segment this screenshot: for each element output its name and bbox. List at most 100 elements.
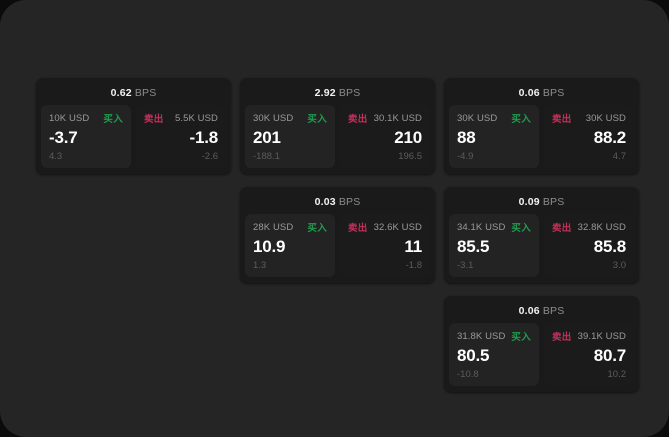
quote-column-3: 0.06 BPS 30K USD 买入 88 -4.9 卖出 30K USD 88.2 4.7 0.…	[444, 78, 639, 392]
buy-footer-value: 4.3	[49, 151, 63, 162]
sell-panel[interactable]: 卖出 30.1K USD 210 196.5	[340, 105, 430, 168]
buy-action-tag[interactable]: 买入	[307, 114, 327, 125]
quote-sides: 30K USD 买入 201 -188.1 卖出 30.1K USD 210 196.5	[245, 105, 430, 168]
bps-unit-label: BPS	[542, 196, 565, 208]
bps-unit-label: BPS	[134, 87, 157, 99]
buy-size-label: 28K USD	[253, 221, 294, 233]
quote-card[interactable]: 2.92 BPS 30K USD 买入 201 -188.1 卖出 30.1K USD 210 1…	[240, 78, 435, 174]
sell-panel-header: 卖出 39.1K USD	[552, 330, 626, 344]
buy-panel[interactable]: 34.1K USD 买入 85.5 -3.1	[449, 214, 539, 277]
sell-size-label: 32.8K USD	[577, 221, 626, 233]
sell-panel-header: 卖出 32.8K USD	[552, 221, 626, 235]
sell-action-tag[interactable]: 卖出	[348, 223, 368, 234]
sell-main-value: 85.8	[593, 236, 626, 256]
quote-card[interactable]: 0.06 BPS 31.8K USD 买入 80.5 -10.8 卖出 39.1K USD 80…	[444, 296, 639, 392]
buy-panel-header: 28K USD 买入	[253, 221, 327, 235]
sell-action-tag[interactable]: 卖出	[348, 114, 368, 125]
buy-panel-header: 31.8K USD 买入	[457, 330, 531, 344]
quote-sides: 34.1K USD 买入 85.5 -3.1 卖出 32.8K USD 85.8 3.0	[449, 214, 634, 277]
sell-main-value: -1.8	[189, 127, 219, 147]
buy-main-value: 85.5	[457, 236, 490, 256]
sell-panel[interactable]: 卖出 5.5K USD -1.8 -2.6	[136, 105, 226, 168]
quote-column-1: 0.62 BPS 10K USD 买入 -3.7 4.3 卖出 5.5K USD -1.8 -2.…	[36, 78, 231, 174]
sell-panel[interactable]: 卖出 39.1K USD 80.7 10.2	[544, 323, 634, 386]
buy-main-value: 80.5	[457, 345, 490, 365]
sell-size-label: 5.5K USD	[174, 112, 218, 124]
bps-header: 0.03 BPS	[245, 193, 430, 211]
bps-header: 0.06 BPS	[449, 302, 634, 320]
sell-panel[interactable]: 卖出 30K USD 88.2 4.7	[544, 105, 634, 168]
quote-sides: 28K USD 买入 10.9 1.3 卖出 32.6K USD 11 -1.8	[245, 214, 430, 277]
sell-panel[interactable]: 卖出 32.8K USD 85.8 3.0	[544, 214, 634, 277]
bps-unit-label: BPS	[338, 87, 361, 99]
sell-panel-header: 卖出 32.6K USD	[348, 221, 422, 235]
buy-size-label: 10K USD	[49, 112, 90, 124]
bps-header: 2.92 BPS	[245, 84, 430, 102]
bps-header: 0.06 BPS	[449, 84, 634, 102]
buy-footer-value: 1.3	[253, 260, 267, 271]
buy-panel-header: 30K USD 买入	[457, 112, 531, 126]
bps-header: 0.09 BPS	[449, 193, 634, 211]
sell-action-tag[interactable]: 卖出	[552, 114, 572, 125]
buy-panel[interactable]: 30K USD 买入 201 -188.1	[245, 105, 335, 168]
quote-card[interactable]: 0.09 BPS 34.1K USD 买入 85.5 -3.1 卖出 32.8K USD 85.…	[444, 187, 639, 283]
buy-main-value: 10.9	[253, 236, 286, 256]
quote-card[interactable]: 0.03 BPS 28K USD 买入 10.9 1.3 卖出 32.6K USD 11 -1.8	[240, 187, 435, 283]
buy-action-tag[interactable]: 买入	[307, 223, 327, 234]
buy-size-label: 30K USD	[457, 112, 498, 124]
sell-action-tag[interactable]: 卖出	[552, 223, 572, 234]
sell-size-label: 30K USD	[585, 112, 626, 124]
buy-action-tag[interactable]: 买入	[511, 114, 531, 125]
bps-value: 0.06	[518, 87, 540, 99]
buy-size-label: 31.8K USD	[457, 330, 506, 342]
sell-size-label: 32.6K USD	[373, 221, 422, 233]
sell-panel-header: 卖出 30.1K USD	[348, 112, 422, 126]
buy-panel-header: 30K USD 买入	[253, 112, 327, 126]
buy-action-tag[interactable]: 买入	[511, 332, 531, 343]
buy-main-value: -3.7	[49, 127, 78, 147]
sell-main-value: 210	[394, 127, 422, 147]
sell-footer-value: -1.8	[405, 260, 422, 271]
bps-value: 0.03	[314, 196, 336, 208]
buy-footer-value: -10.8	[457, 369, 479, 380]
sell-action-tag[interactable]: 卖出	[144, 114, 164, 125]
bps-unit-label: BPS	[542, 305, 565, 317]
bps-unit-label: BPS	[542, 87, 565, 99]
bps-value: 0.09	[518, 196, 540, 208]
quote-card[interactable]: 0.06 BPS 30K USD 买入 88 -4.9 卖出 30K USD 88.2 4.7	[444, 78, 639, 174]
sell-panel-header: 卖出 5.5K USD	[144, 112, 218, 126]
buy-main-value: 88	[457, 127, 476, 147]
buy-panel-header: 10K USD 买入	[49, 112, 123, 126]
buy-footer-value: -3.1	[457, 260, 474, 271]
buy-panel-header: 34.1K USD 买入	[457, 221, 531, 235]
buy-panel[interactable]: 30K USD 买入 88 -4.9	[449, 105, 539, 168]
buy-panel[interactable]: 28K USD 买入 10.9 1.3	[245, 214, 335, 277]
bps-value: 2.92	[314, 87, 336, 99]
sell-footer-value: 3.0	[612, 260, 626, 271]
sell-panel-header: 卖出 30K USD	[552, 112, 626, 126]
sell-footer-value: 196.5	[398, 151, 422, 162]
buy-footer-value: -4.9	[457, 151, 474, 162]
buy-panel[interactable]: 10K USD 买入 -3.7 4.3	[41, 105, 131, 168]
sell-action-tag[interactable]: 卖出	[552, 332, 572, 343]
buy-action-tag[interactable]: 买入	[511, 223, 531, 234]
sell-size-label: 30.1K USD	[373, 112, 422, 124]
buy-main-value: 201	[253, 127, 281, 147]
buy-panel[interactable]: 31.8K USD 买入 80.5 -10.8	[449, 323, 539, 386]
bps-header: 0.62 BPS	[41, 84, 226, 102]
buy-action-tag[interactable]: 买入	[103, 114, 123, 125]
sell-footer-value: 10.2	[607, 369, 627, 380]
bps-value: 0.62	[110, 87, 132, 99]
sell-size-label: 39.1K USD	[577, 330, 626, 342]
sell-panel[interactable]: 卖出 32.6K USD 11 -1.8	[340, 214, 430, 277]
quote-sides: 10K USD 买入 -3.7 4.3 卖出 5.5K USD -1.8 -2.6	[41, 105, 226, 168]
quote-column-2: 2.92 BPS 30K USD 买入 201 -188.1 卖出 30.1K USD 210 1…	[240, 78, 435, 283]
buy-size-label: 30K USD	[253, 112, 294, 124]
quote-sides: 30K USD 买入 88 -4.9 卖出 30K USD 88.2 4.7	[449, 105, 634, 168]
sell-main-value: 11	[404, 236, 422, 256]
quote-card[interactable]: 0.62 BPS 10K USD 买入 -3.7 4.3 卖出 5.5K USD -1.8 -2.…	[36, 78, 231, 174]
sell-footer-value: -2.6	[201, 151, 218, 162]
bps-value: 0.06	[518, 305, 540, 317]
bps-unit-label: BPS	[338, 196, 361, 208]
